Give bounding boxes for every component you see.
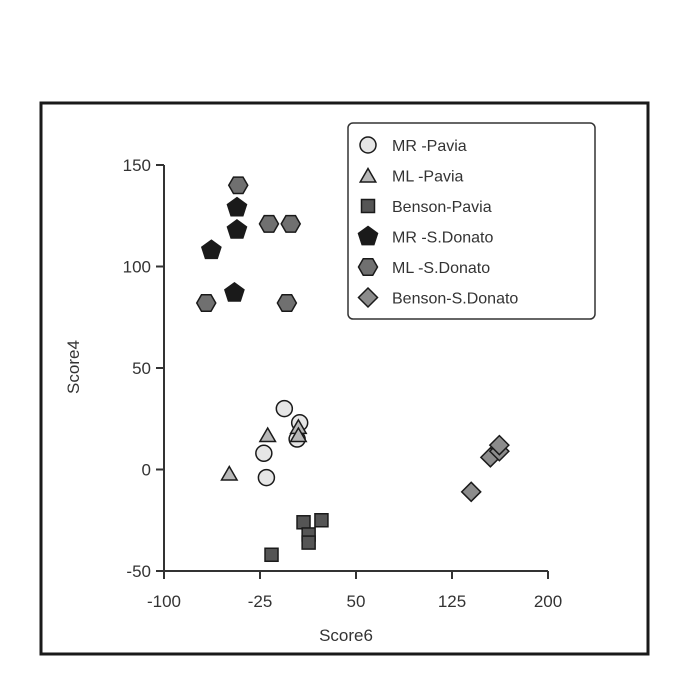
series-hexagon bbox=[195, 176, 302, 313]
x-tick-label: 125 bbox=[438, 592, 466, 611]
legend-label: ML -Pavia bbox=[392, 169, 464, 186]
legend-marker-square bbox=[360, 198, 376, 214]
data-point bbox=[226, 196, 248, 217]
x-tick-label: 200 bbox=[534, 592, 562, 611]
y-tick-label: 150 bbox=[123, 156, 151, 175]
legend: MR -Pavia ML -Pavia Benson-Pavia MR -S.Dona… bbox=[347, 122, 596, 320]
legend-marker-diamond bbox=[357, 286, 379, 309]
data-point bbox=[195, 294, 217, 313]
data-point bbox=[264, 547, 279, 563]
series-diamond bbox=[460, 434, 510, 503]
legend-marker-triangle bbox=[358, 166, 378, 183]
data-point bbox=[314, 513, 329, 528]
data-point bbox=[224, 281, 245, 302]
data-point bbox=[200, 239, 222, 260]
x-tick-label: -25 bbox=[248, 592, 273, 611]
legend-box bbox=[347, 122, 596, 320]
x-axis-title: Score6 bbox=[319, 626, 373, 645]
data-point bbox=[220, 465, 239, 481]
y-tick-label: 50 bbox=[132, 359, 151, 378]
data-point bbox=[258, 214, 280, 233]
x-tick-label: -100 bbox=[147, 592, 181, 611]
legend-marker-circle bbox=[359, 136, 377, 154]
data-point bbox=[280, 214, 302, 233]
legend-marker-hexagon bbox=[357, 258, 379, 276]
data-point bbox=[296, 515, 311, 530]
series-pentagon bbox=[200, 196, 248, 302]
legend-label: Benson-Pavia bbox=[392, 199, 492, 216]
data-point bbox=[275, 399, 294, 418]
y-tick-label: -50 bbox=[126, 562, 151, 581]
series-square bbox=[264, 513, 329, 563]
data-point bbox=[301, 535, 316, 550]
data-points bbox=[195, 176, 510, 563]
y-ticks: -50 0 50 100 150 bbox=[123, 156, 164, 581]
x-tick-label: 50 bbox=[347, 592, 366, 611]
data-point bbox=[227, 176, 249, 195]
series-triangle bbox=[220, 418, 308, 481]
data-point bbox=[460, 481, 482, 503]
data-point bbox=[289, 426, 308, 443]
legend-label: Benson-S.Donato bbox=[392, 291, 518, 308]
data-point bbox=[276, 294, 298, 313]
legend-label: ML -S.Donato bbox=[392, 260, 490, 277]
data-point bbox=[255, 444, 273, 463]
y-tick-label: 0 bbox=[142, 461, 151, 480]
x-ticks: -100 -25 50 125 200 bbox=[147, 571, 562, 611]
data-point bbox=[257, 468, 276, 487]
y-axis-title: Score4 bbox=[64, 340, 83, 394]
data-point bbox=[258, 426, 277, 443]
data-point bbox=[226, 219, 248, 239]
legend-label: MR -Pavia bbox=[392, 138, 467, 155]
y-tick-label: 100 bbox=[123, 258, 151, 277]
data-point bbox=[488, 434, 510, 456]
legend-label: MR -S.Donato bbox=[392, 230, 493, 247]
legend-marker-pentagon bbox=[357, 225, 379, 246]
